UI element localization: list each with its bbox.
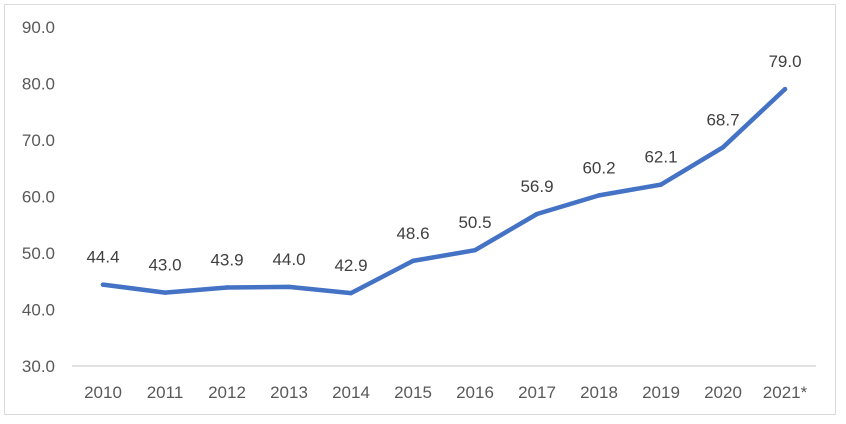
y-tick-label: 30.0 [22, 357, 55, 376]
x-tick-label: 2015 [394, 383, 432, 402]
x-tick-label: 2018 [580, 383, 618, 402]
x-tick-label: 2019 [642, 383, 680, 402]
data-point [410, 258, 416, 264]
x-tick-label: 2011 [147, 383, 184, 402]
y-tick-label: 50.0 [22, 244, 55, 263]
data-label: 62.1 [644, 148, 677, 167]
x-tick-label: 2010 [84, 383, 122, 402]
data-label: 68.7 [706, 110, 739, 129]
data-label: 44.0 [272, 250, 305, 269]
data-point [534, 211, 540, 217]
data-point [224, 285, 230, 290]
x-tick-label: 2020 [704, 383, 742, 402]
data-label: 48.6 [396, 224, 429, 243]
data-point [782, 86, 788, 92]
data-label: 60.2 [582, 158, 615, 177]
data-point [472, 247, 478, 253]
series-line [100, 86, 788, 296]
data-label: 43.9 [210, 250, 243, 269]
data-label: 79.0 [768, 52, 801, 71]
data-label: 44.4 [86, 248, 119, 267]
data-point [100, 282, 106, 287]
data-point [348, 290, 354, 296]
data-labels: 44.4 43.0 43.9 44.0 42.9 48.6 50.5 56.9 60.2 62.1… [86, 52, 802, 296]
y-tick-label: 40.0 [22, 301, 55, 320]
x-tick-label: 2021* [763, 383, 808, 402]
data-label: 42.9 [334, 256, 367, 275]
data-point [162, 290, 168, 295]
x-tick-label: 2014 [332, 383, 370, 402]
data-label: 43.0 [148, 256, 181, 275]
x-axis: 2010 2011 2012 2013 2014 2015 2016 2017 2018 2019… [84, 383, 808, 402]
x-tick-label: 2016 [456, 383, 494, 402]
chart-frame [4, 4, 836, 415]
x-tick-label: 2012 [208, 383, 246, 402]
data-label: 50.5 [458, 213, 491, 232]
data-point [720, 145, 726, 150]
data-point [286, 284, 292, 290]
y-tick-label: 60.0 [22, 188, 55, 207]
data-point [658, 182, 664, 187]
y-tick-label: 80.0 [22, 75, 55, 94]
y-axis: 30.0 40.0 50.0 60.0 70.0 80.0 90.0 [22, 18, 55, 376]
y-tick-label: 70.0 [22, 131, 55, 150]
x-tick-label: 2017 [518, 383, 556, 402]
data-point [596, 193, 602, 198]
x-tick-label: 2013 [270, 383, 308, 402]
y-tick-label: 90.0 [22, 18, 55, 37]
data-label: 56.9 [520, 177, 553, 196]
